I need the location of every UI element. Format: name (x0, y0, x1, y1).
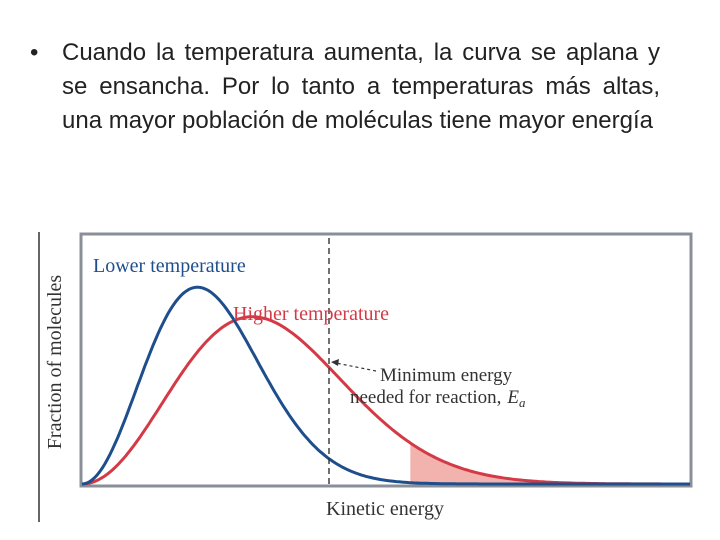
annotation-arrow-line (335, 362, 377, 372)
bullet-text: Cuando la temperatura aumenta, la curva … (62, 39, 660, 134)
annotation-line2-text: needed for reaction, (350, 387, 501, 408)
bullet-marker: • (30, 39, 39, 66)
y-axis-label: Fraction of molecules (44, 275, 66, 450)
annotation-symbol: E (506, 387, 519, 408)
plot-frame (79, 232, 693, 488)
annotation-line1: Minimum energy (380, 365, 513, 386)
lower-temperature-curve (81, 285, 690, 486)
annotation-line2: needed for reaction, Ea (350, 387, 526, 410)
bullet-point: • Cuando la temperatura aumenta, la curv… (30, 36, 660, 138)
legend-lower-temperature: Lower temperature (93, 255, 246, 277)
annotation-subscript: a (519, 395, 526, 410)
annotation-arrow-head (331, 359, 339, 366)
x-axis-label: Kinetic energy (326, 498, 444, 520)
legend-higher-temperature: Higher temperature (233, 303, 389, 325)
